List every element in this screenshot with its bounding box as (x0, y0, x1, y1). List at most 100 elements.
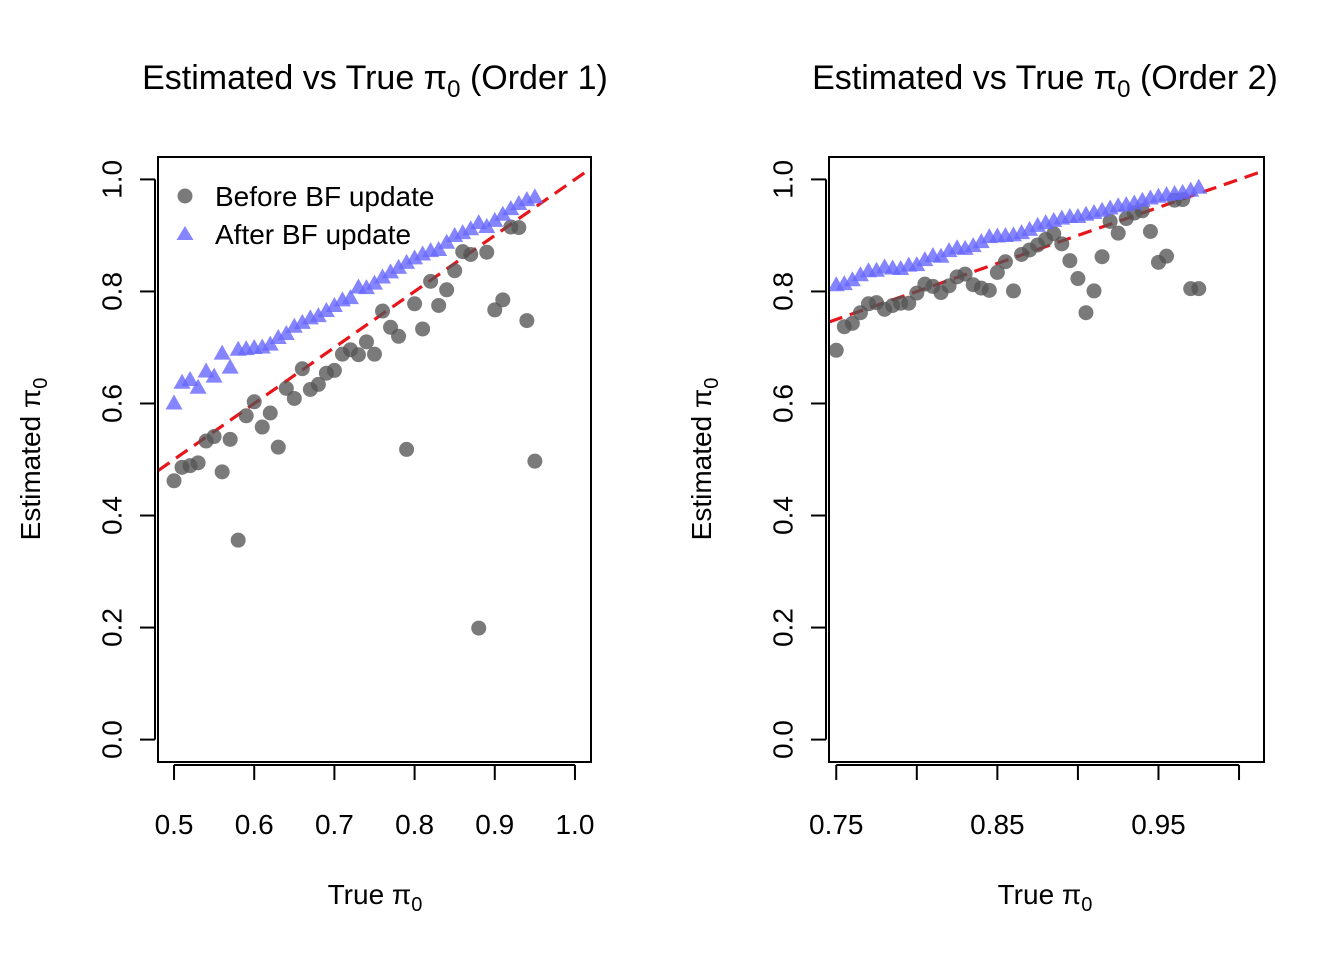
point-before (1110, 225, 1126, 241)
point-before (479, 244, 495, 260)
legend-marker-before (177, 188, 193, 204)
point-before (391, 328, 407, 344)
point-after (502, 200, 520, 216)
point-after (205, 367, 223, 383)
point-before (1078, 305, 1094, 321)
panel-order-2: Estimated vs True π0 (Order 2) True π0 E… (686, 59, 1278, 916)
point-before (1062, 253, 1078, 269)
point-before (358, 334, 374, 350)
legend-label-after: After BF update (215, 219, 411, 250)
y-tick-label: 0.2 (768, 608, 799, 647)
point-before (463, 246, 479, 262)
point-after (189, 378, 207, 394)
point-after (494, 205, 512, 221)
point-after (972, 233, 990, 249)
point-before (487, 302, 503, 318)
point-before (431, 297, 447, 313)
point-after (269, 328, 287, 344)
point-before (1046, 226, 1062, 242)
series-after (165, 188, 544, 410)
x-tick-label: 0.75 (809, 809, 864, 840)
point-before (294, 361, 310, 377)
point-after (325, 297, 343, 313)
y-axis-label: Estimated π0 (686, 378, 723, 541)
x-axis-label: True π0 (998, 879, 1093, 916)
point-before (1005, 283, 1021, 299)
point-after (317, 302, 335, 318)
y-axis-label: Estimated π0 (15, 378, 52, 541)
y-tick-label: 0.2 (97, 608, 128, 647)
point-before (399, 441, 415, 457)
plot-frame (157, 156, 592, 763)
point-before (471, 620, 487, 636)
point-before (1054, 236, 1070, 252)
point-before (1094, 249, 1110, 265)
x-tick-label: 0.8 (395, 809, 434, 840)
x-tick-label: 0.6 (235, 809, 274, 840)
legend-label-before: Before BF update (215, 181, 434, 212)
y-tick-label: 0.0 (768, 720, 799, 759)
point-before (278, 380, 294, 396)
point-before (375, 303, 391, 319)
point-after (293, 313, 311, 329)
point-before (230, 532, 246, 548)
point-after (510, 195, 528, 211)
chart-title: Estimated vs True π0 (Order 2) (812, 59, 1278, 103)
point-after (1021, 220, 1039, 236)
series-before (166, 219, 543, 636)
point-before (254, 419, 270, 435)
point-after (357, 279, 375, 295)
point-after (835, 275, 853, 291)
point-before (246, 394, 262, 410)
point-before (326, 362, 342, 378)
point-before (997, 254, 1013, 270)
point-after (526, 188, 544, 204)
point-before (222, 431, 238, 447)
point-after (454, 224, 472, 240)
point-before (447, 263, 463, 279)
point-before (407, 296, 423, 312)
point-after (916, 251, 934, 267)
point-after (181, 370, 199, 386)
x-tick-label: 0.95 (1131, 809, 1186, 840)
x-tick-label: 0.9 (475, 809, 514, 840)
y-tick-label: 0.8 (768, 272, 799, 311)
point-before (310, 376, 326, 392)
point-before (1070, 271, 1086, 287)
point-after (1190, 178, 1208, 194)
point-before (828, 342, 844, 358)
point-before (1159, 248, 1175, 264)
point-before (1191, 281, 1207, 297)
point-after (843, 271, 861, 287)
point-after (341, 289, 359, 305)
y-tick-label: 0.6 (768, 384, 799, 423)
x-tick-label: 0.85 (970, 809, 1025, 840)
point-before (238, 408, 254, 424)
y-tick-label: 0.6 (97, 384, 128, 423)
point-after (221, 358, 239, 374)
panel-order-1: Estimated vs True π0 (Order 1) True π0 E… (15, 59, 608, 916)
y-tick-label: 0.4 (768, 496, 799, 535)
point-before (519, 313, 535, 329)
point-after (197, 362, 215, 378)
point-after (478, 218, 496, 234)
point-after (213, 344, 231, 360)
y-tick-label: 0.0 (97, 720, 128, 759)
y-tick-label: 0.8 (97, 272, 128, 311)
x-tick-label: 0.7 (315, 809, 354, 840)
point-before (367, 346, 382, 362)
point-before (1086, 283, 1102, 299)
point-before (989, 264, 1005, 280)
point-after (406, 249, 424, 265)
point-after (964, 237, 982, 253)
point-before (495, 292, 511, 308)
point-after (374, 268, 392, 284)
reference-line (157, 166, 592, 473)
legend: Before BF update After BF update (176, 181, 434, 250)
point-before (270, 439, 286, 455)
point-after (908, 256, 926, 272)
point-after (851, 266, 869, 282)
point-after (932, 247, 950, 263)
point-after (462, 220, 480, 236)
point-after (285, 317, 303, 333)
